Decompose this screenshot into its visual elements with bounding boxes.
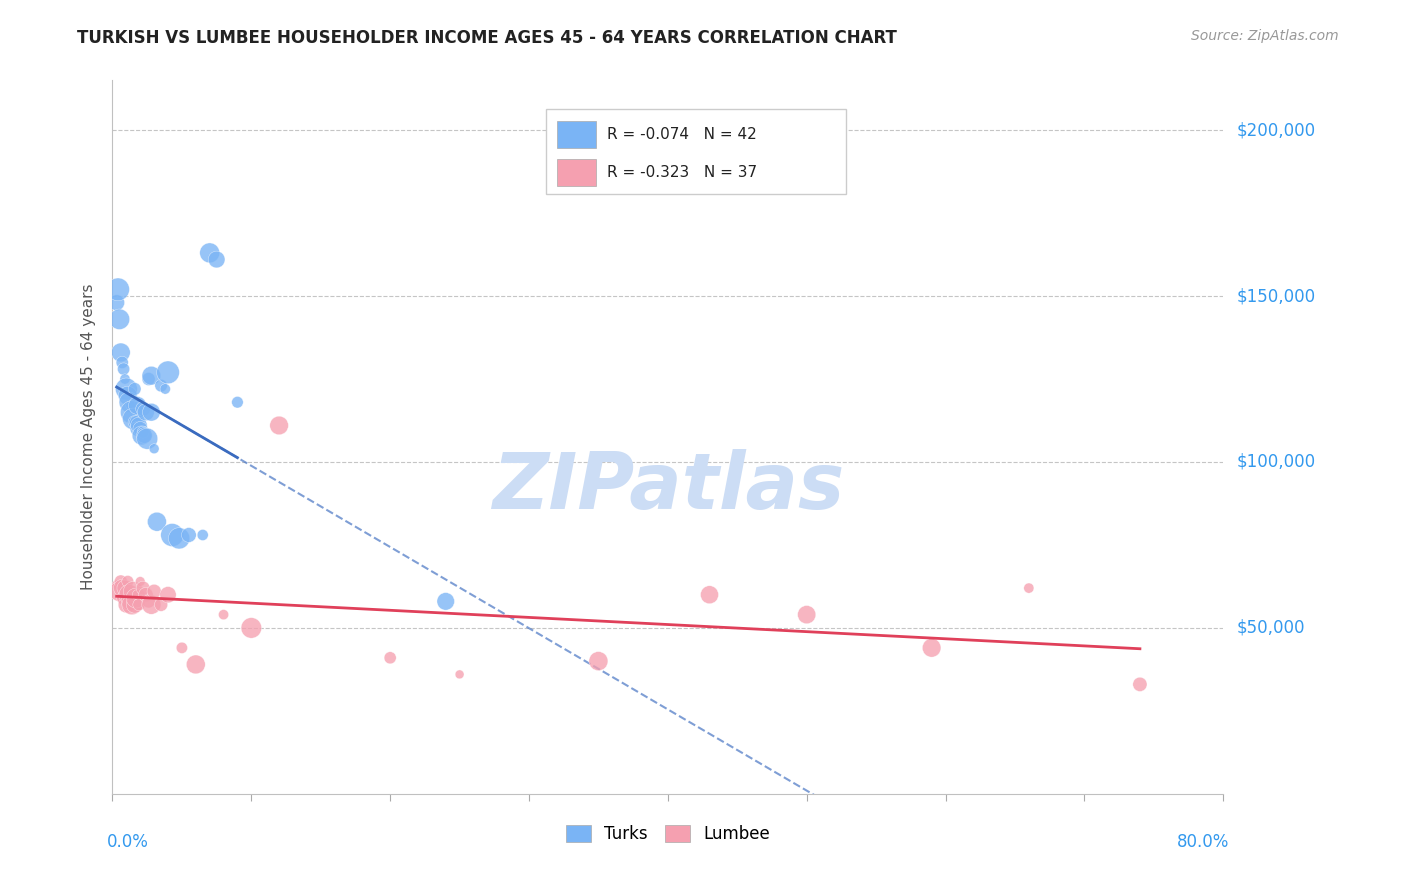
Point [110, 574, 132, 589]
Text: $50,000: $50,000 [1237, 619, 1306, 637]
Bar [557, 159, 596, 186]
Point [132, 401, 155, 416]
Point [129, 574, 152, 589]
Point [127, 422, 149, 436]
Point [796, 607, 818, 622]
Point [108, 584, 131, 599]
Text: $200,000: $200,000 [1237, 121, 1316, 139]
Text: R = -0.323   N = 37: R = -0.323 N = 37 [607, 165, 756, 180]
Point [112, 591, 135, 605]
Point [191, 528, 214, 542]
Point [226, 395, 249, 409]
Text: ZIPatlas: ZIPatlas [492, 449, 844, 525]
Point [132, 425, 155, 439]
Point [143, 584, 166, 599]
Point [128, 418, 150, 433]
Point [141, 405, 163, 419]
Point [205, 252, 228, 267]
Point [921, 640, 943, 655]
Point [1129, 677, 1152, 691]
Bar [557, 121, 596, 148]
Point [131, 428, 153, 442]
Point [212, 607, 235, 622]
Point [129, 422, 152, 436]
Text: 80.0%: 80.0% [1177, 833, 1229, 851]
Point [150, 598, 173, 612]
Point [112, 362, 135, 376]
Point [108, 312, 131, 326]
Point [160, 528, 183, 542]
Point [167, 531, 190, 545]
Text: 0.0%: 0.0% [107, 833, 149, 851]
Point [127, 588, 149, 602]
Point [157, 588, 180, 602]
Point [105, 295, 128, 310]
Point [125, 415, 148, 429]
Point [434, 594, 457, 608]
Point [157, 365, 180, 379]
Point [135, 405, 157, 419]
Point [120, 399, 142, 413]
Point [138, 594, 160, 608]
Point [118, 588, 141, 602]
Y-axis label: Householder Income Ages 45 - 64 years: Householder Income Ages 45 - 64 years [80, 284, 96, 591]
Point [141, 598, 163, 612]
Point [111, 581, 134, 595]
Point [184, 657, 207, 672]
Point [122, 412, 145, 426]
Point [138, 372, 160, 386]
Point [120, 594, 142, 608]
Point [125, 591, 148, 605]
Point [240, 621, 263, 635]
Point [122, 584, 145, 599]
Point [380, 650, 402, 665]
Point [117, 574, 139, 589]
Point [141, 368, 163, 383]
Point [588, 654, 610, 668]
Point [117, 388, 139, 402]
Point [115, 382, 138, 396]
Point [121, 405, 143, 419]
Point [132, 581, 155, 595]
Legend: Turks, Lumbee: Turks, Lumbee [560, 818, 776, 850]
Point [155, 382, 177, 396]
Text: R = -0.074   N = 42: R = -0.074 N = 42 [607, 127, 756, 142]
Point [124, 415, 146, 429]
Point [136, 432, 159, 446]
Point [170, 640, 193, 655]
Point [267, 418, 291, 433]
Text: $150,000: $150,000 [1237, 287, 1316, 305]
Point [118, 395, 141, 409]
Point [114, 581, 136, 595]
Point [198, 245, 221, 260]
Point [115, 598, 138, 612]
Point [1018, 581, 1040, 595]
Point [128, 598, 150, 612]
Text: Source: ZipAtlas.com: Source: ZipAtlas.com [1191, 29, 1339, 43]
Point [150, 378, 173, 392]
Point [135, 588, 157, 602]
Point [143, 442, 166, 456]
Point [111, 355, 134, 369]
Point [114, 372, 136, 386]
FancyBboxPatch shape [546, 109, 845, 194]
Point [146, 515, 169, 529]
Point [110, 345, 132, 359]
Point [177, 528, 200, 542]
Point [121, 598, 143, 612]
Text: $100,000: $100,000 [1237, 453, 1316, 471]
Point [124, 382, 146, 396]
Point [699, 588, 721, 602]
Point [449, 667, 471, 681]
Point [134, 428, 156, 442]
Text: TURKISH VS LUMBEE HOUSEHOLDER INCOME AGES 45 - 64 YEARS CORRELATION CHART: TURKISH VS LUMBEE HOUSEHOLDER INCOME AGE… [77, 29, 897, 46]
Point [107, 282, 129, 296]
Point [127, 399, 149, 413]
Point [124, 598, 146, 612]
Point [105, 578, 128, 592]
